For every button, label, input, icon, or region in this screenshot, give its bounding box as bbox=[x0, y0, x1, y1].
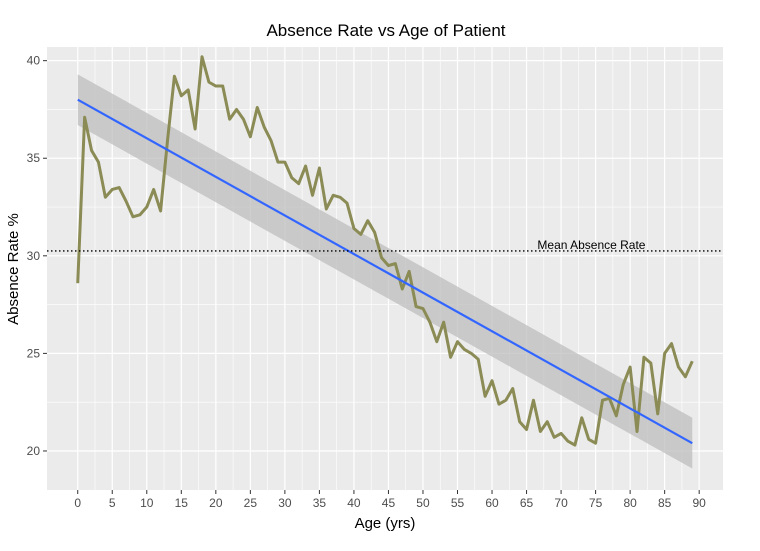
x-tick-label: 0 bbox=[74, 496, 81, 510]
x-tick-label: 75 bbox=[589, 496, 603, 510]
chart-title: Absence Rate vs Age of Patient bbox=[266, 21, 505, 40]
absence-rate-line bbox=[76, 55, 694, 447]
y-axis-title: Absence Rate % bbox=[5, 213, 22, 325]
x-tick-label: 35 bbox=[313, 496, 327, 510]
x-tick-label: 85 bbox=[658, 496, 672, 510]
x-tick-label: 15 bbox=[175, 496, 189, 510]
trend-line bbox=[77, 98, 693, 445]
trend-layer bbox=[77, 98, 693, 445]
x-tick-label: 30 bbox=[278, 496, 292, 510]
x-tick-label: 5 bbox=[109, 496, 116, 510]
x-tick-label: 90 bbox=[692, 496, 706, 510]
x-axis-ticks: 0 5 10 15 20 25 30 35 40 45 50 55 60 65 70 75 80 85 90 bbox=[74, 490, 706, 510]
y-tick-label: 30 bbox=[27, 249, 41, 263]
y-axis-ticks: 20 25 30 35 40 bbox=[27, 54, 47, 458]
x-tick-label: 70 bbox=[554, 496, 568, 510]
y-tick-label: 25 bbox=[27, 346, 41, 360]
x-tick-label: 40 bbox=[347, 496, 361, 510]
x-axis-title: Age (yrs) bbox=[355, 515, 416, 532]
x-tick-label: 45 bbox=[382, 496, 396, 510]
x-tick-label: 25 bbox=[244, 496, 258, 510]
mean-reference-label: Mean Absence Rate bbox=[537, 238, 645, 252]
x-tick-label: 60 bbox=[485, 496, 499, 510]
x-tick-label: 50 bbox=[416, 496, 430, 510]
x-tick-label: 65 bbox=[520, 496, 534, 510]
x-tick-label: 55 bbox=[451, 496, 465, 510]
y-tick-label: 20 bbox=[27, 444, 41, 458]
reference-line-layer: Mean Absence Rate bbox=[47, 238, 723, 252]
y-tick-label: 35 bbox=[27, 151, 41, 165]
x-tick-label: 80 bbox=[623, 496, 637, 510]
x-tick-label: 20 bbox=[209, 496, 223, 510]
y-tick-label: 40 bbox=[27, 54, 41, 68]
x-tick-label: 10 bbox=[140, 496, 154, 510]
series-layer bbox=[76, 55, 694, 447]
